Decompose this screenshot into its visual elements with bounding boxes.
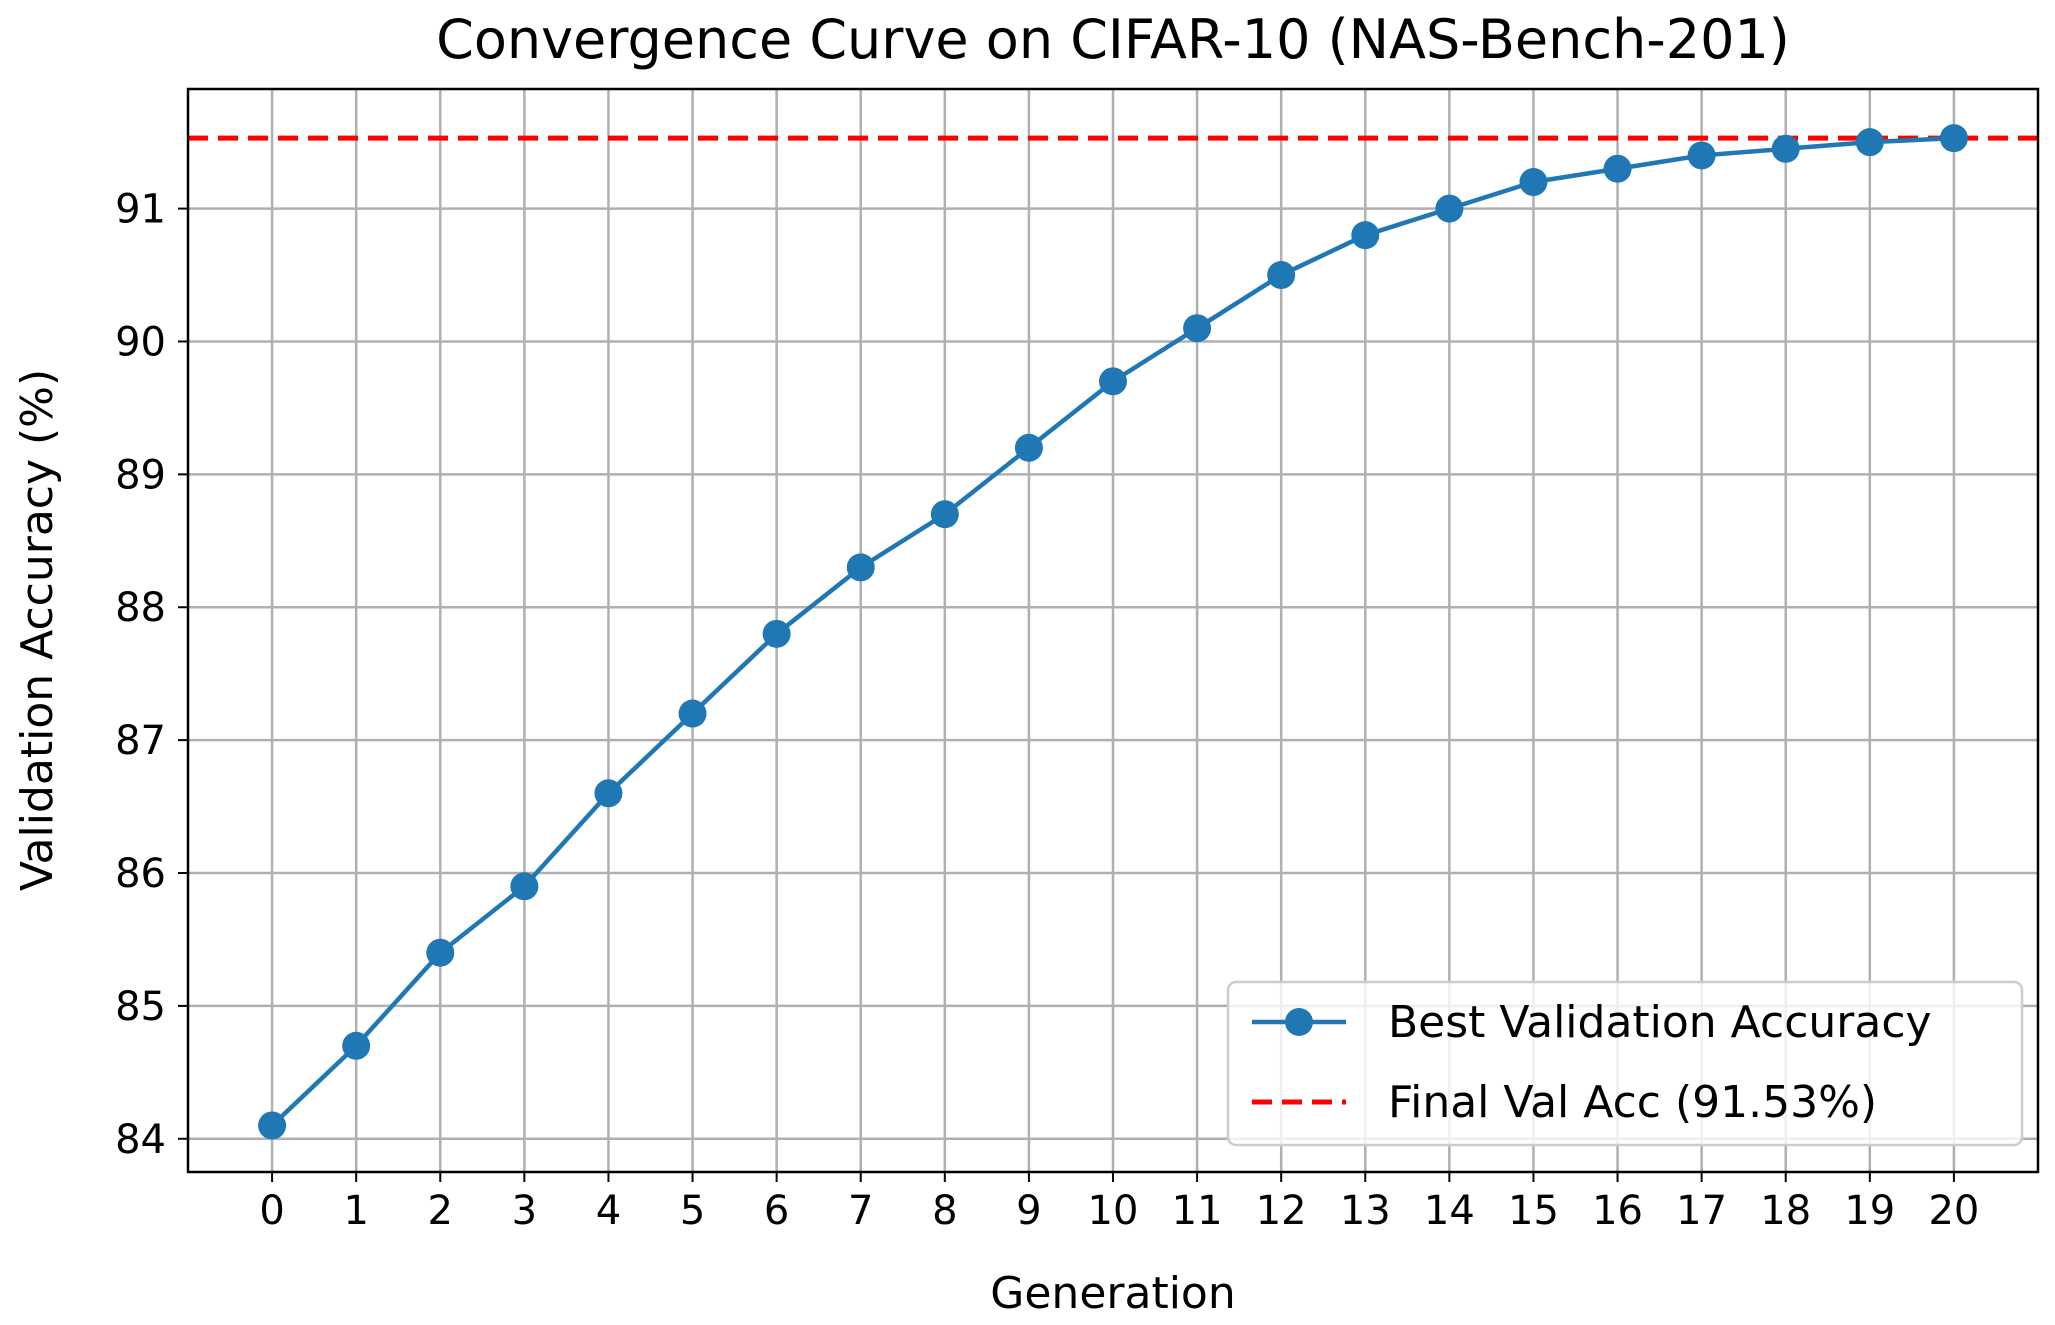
data-point [1099, 367, 1127, 396]
legend-ref-label: Final Val Acc (91.53%) [1388, 1077, 1877, 1128]
data-point [594, 779, 623, 808]
data-point [1687, 141, 1716, 170]
x-tick-label: 15 [1508, 1188, 1559, 1234]
data-point [510, 872, 539, 901]
x-tick-label: 16 [1592, 1188, 1643, 1234]
x-tick-label: 12 [1256, 1188, 1307, 1234]
x-tick-label: 5 [680, 1188, 705, 1234]
x-tick-label: 0 [259, 1188, 284, 1234]
x-tick-label: 9 [1016, 1188, 1041, 1234]
x-tick-label: 17 [1676, 1188, 1727, 1234]
x-tick-label: 11 [1172, 1188, 1223, 1234]
y-tick-label: 88 [115, 585, 166, 631]
x-tick-label: 19 [1844, 1188, 1895, 1234]
y-tick-label: 87 [115, 718, 166, 764]
data-point [1939, 124, 1968, 153]
legend-series-marker [1285, 1008, 1313, 1036]
data-point [258, 1111, 287, 1140]
x-tick-label: 3 [512, 1188, 537, 1234]
legend-box [1226, 980, 2024, 1147]
x-tick-label: 18 [1760, 1188, 1811, 1234]
x-tick-label: 4 [596, 1188, 621, 1234]
y-tick-label: 85 [115, 984, 166, 1030]
data-point [1603, 154, 1632, 183]
y-tick-label: 86 [115, 851, 166, 897]
y-tick-label: 90 [115, 319, 166, 365]
data-point [1855, 128, 1884, 157]
data-point [1014, 433, 1043, 462]
data-point [930, 500, 959, 529]
data-point [1267, 261, 1296, 290]
legend-series-label: Best Validation Accuracy [1388, 997, 1932, 1048]
data-point [1435, 194, 1464, 223]
data-point [1771, 134, 1800, 163]
y-tick-label: 84 [115, 1117, 166, 1163]
x-tick-label: 6 [764, 1188, 789, 1234]
x-tick-label: 10 [1088, 1188, 1139, 1234]
data-point [1351, 221, 1380, 250]
y-tick-label: 89 [115, 452, 166, 498]
data-point [846, 553, 875, 582]
data-point [342, 1031, 371, 1060]
series-group [258, 124, 1968, 1140]
y-axis-label: Validation Accuracy (%) [12, 369, 63, 891]
data-point [426, 938, 455, 967]
data-point [1183, 314, 1212, 343]
data-point [762, 619, 791, 648]
chart-title: Convergence Curve on CIFAR-10 (NAS-Bench… [436, 8, 1790, 71]
x-axis: 0 1 2 3 4 5 6 7 8 9 10 11 12 13 14 15 16 17 18 19 20 [259, 1172, 1979, 1234]
legend: Best Validation Accuracy Final Val Acc (… [1226, 980, 2024, 1147]
y-axis: 84 85 86 87 88 89 90 91 [115, 187, 188, 1163]
y-tick-label: 91 [115, 187, 166, 233]
x-tick-label: 20 [1928, 1188, 1979, 1234]
x-tick-label: 14 [1424, 1188, 1475, 1234]
x-tick-label: 2 [428, 1188, 453, 1234]
data-point [1519, 168, 1548, 197]
data-point [678, 699, 707, 728]
x-tick-label: 8 [932, 1188, 957, 1234]
x-tick-label: 1 [343, 1188, 368, 1234]
x-tick-label: 7 [848, 1188, 873, 1234]
x-axis-label: Generation [990, 1268, 1235, 1319]
x-tick-label: 13 [1340, 1188, 1391, 1234]
